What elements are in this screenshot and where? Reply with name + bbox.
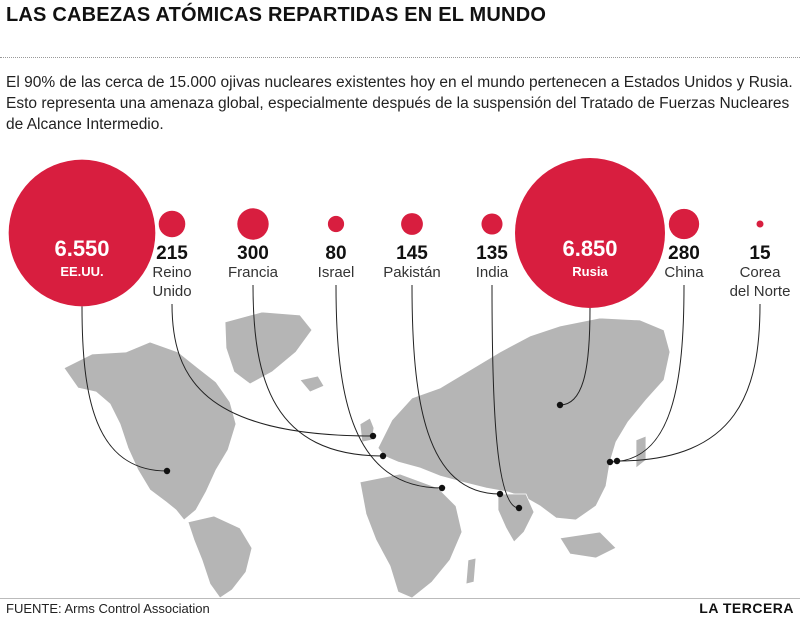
north-america <box>63 341 237 521</box>
leader-line-francia <box>252 284 384 457</box>
japan <box>635 435 647 469</box>
value-label-corea-del-norte: 15 <box>749 243 771 264</box>
leader-line-rusia <box>559 307 591 406</box>
country-name-china: China <box>664 264 704 281</box>
value-label-china: 280 <box>668 243 700 264</box>
bubble-ee-uu <box>8 159 156 307</box>
value-label-reino-unido: 215 <box>156 243 188 264</box>
country-name-reino-unido-line-2: Unido <box>152 283 191 300</box>
eurasia <box>377 317 671 521</box>
value-label-francia: 300 <box>237 243 269 264</box>
location-dot-israel <box>438 484 446 492</box>
country-name-corea-del-norte-line-1: Corea <box>740 264 782 281</box>
leader-line-pakistan <box>411 284 501 495</box>
publisher-logo: LA TERCERA <box>699 600 794 616</box>
country-name-israel: Israel <box>318 264 355 281</box>
iceland <box>299 375 325 393</box>
southeast-asia-islands <box>559 531 617 559</box>
value-label-rusia: 6.850 <box>562 236 617 261</box>
leader-line-ee-uu <box>81 306 168 472</box>
leader-line-india <box>491 284 520 509</box>
location-dot-ee-uu <box>163 467 171 475</box>
location-dot-china <box>606 458 614 466</box>
warhead-bubbles <box>8 158 764 308</box>
location-dot-india <box>515 504 523 512</box>
country-name-ee-uu: EE.UU. <box>60 264 103 279</box>
africa <box>359 473 463 598</box>
country-name-rusia: Rusia <box>572 264 608 279</box>
country-name-francia: Francia <box>228 264 279 281</box>
intro-text: El 90% de las cerca de 15.000 ojivas nuc… <box>6 74 793 133</box>
bubble-india <box>481 213 503 235</box>
location-dot-pakistan <box>496 490 504 498</box>
page-title: LAS CABEZAS ATÓMICAS REPARTIDAS EN EL MU… <box>6 4 547 26</box>
title-divider <box>0 57 800 58</box>
leader-line-israel <box>335 284 443 489</box>
bubble-corea-del-norte <box>756 220 764 228</box>
country-name-corea-del-norte-line-2: del Norte <box>730 283 791 300</box>
india <box>497 493 535 543</box>
location-dot-rusia <box>556 401 564 409</box>
country-name-pakistan: Pakistán <box>383 264 441 281</box>
country-name-reino-unido-line-1: Reino <box>152 264 191 281</box>
leader-line-china <box>609 284 685 463</box>
bubble-reino-unido <box>158 210 186 238</box>
source-note: FUENTE: Arms Control Association <box>6 601 210 616</box>
south-america <box>187 515 253 598</box>
madagascar <box>465 557 477 585</box>
bubble-francia <box>237 208 269 240</box>
greenland <box>224 311 313 385</box>
location-dot-reino-unido <box>369 432 377 440</box>
value-label-india: 135 <box>476 243 508 264</box>
value-label-pakistan: 145 <box>396 243 428 264</box>
bubble-israel <box>327 215 345 233</box>
bubble-pakistan <box>401 213 423 235</box>
country-name-india: India <box>476 264 509 281</box>
leader-lines <box>81 284 761 512</box>
footer-divider <box>0 598 800 599</box>
value-label-ee-uu: 6.550 <box>54 236 109 261</box>
location-dot-corea-del-norte <box>613 457 621 465</box>
leader-line-corea-del-norte <box>616 303 761 462</box>
value-label-israel: 80 <box>325 243 346 264</box>
leader-line-reino-unido <box>171 303 374 437</box>
location-dot-francia <box>379 452 387 460</box>
bubble-china <box>668 208 700 240</box>
bubble-rusia <box>515 158 665 308</box>
